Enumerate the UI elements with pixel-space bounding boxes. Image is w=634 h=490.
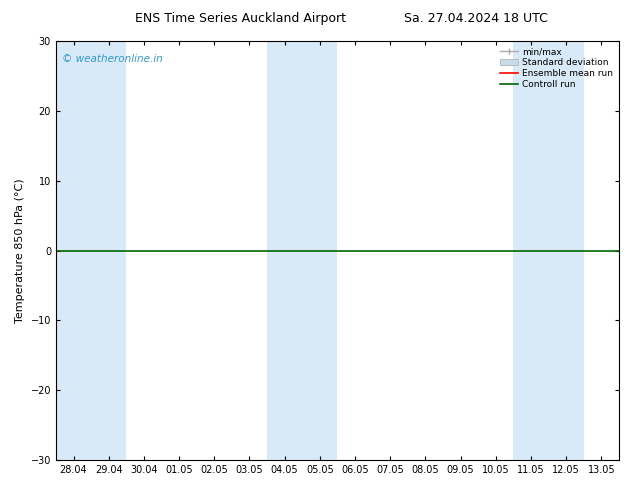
Bar: [56, 41, 126, 460]
Y-axis label: Temperature 850 hPa (°C): Temperature 850 hPa (°C): [15, 178, 25, 323]
Text: © weatheronline.in: © weatheronline.in: [61, 53, 162, 64]
Text: Sa. 27.04.2024 18 UTC: Sa. 27.04.2024 18 UTC: [404, 12, 547, 25]
Bar: [514, 41, 584, 460]
Legend: min/max, Standard deviation, Ensemble mean run, Controll run: min/max, Standard deviation, Ensemble me…: [498, 46, 614, 91]
Bar: [267, 41, 337, 460]
Text: ENS Time Series Auckland Airport: ENS Time Series Auckland Airport: [136, 12, 346, 25]
